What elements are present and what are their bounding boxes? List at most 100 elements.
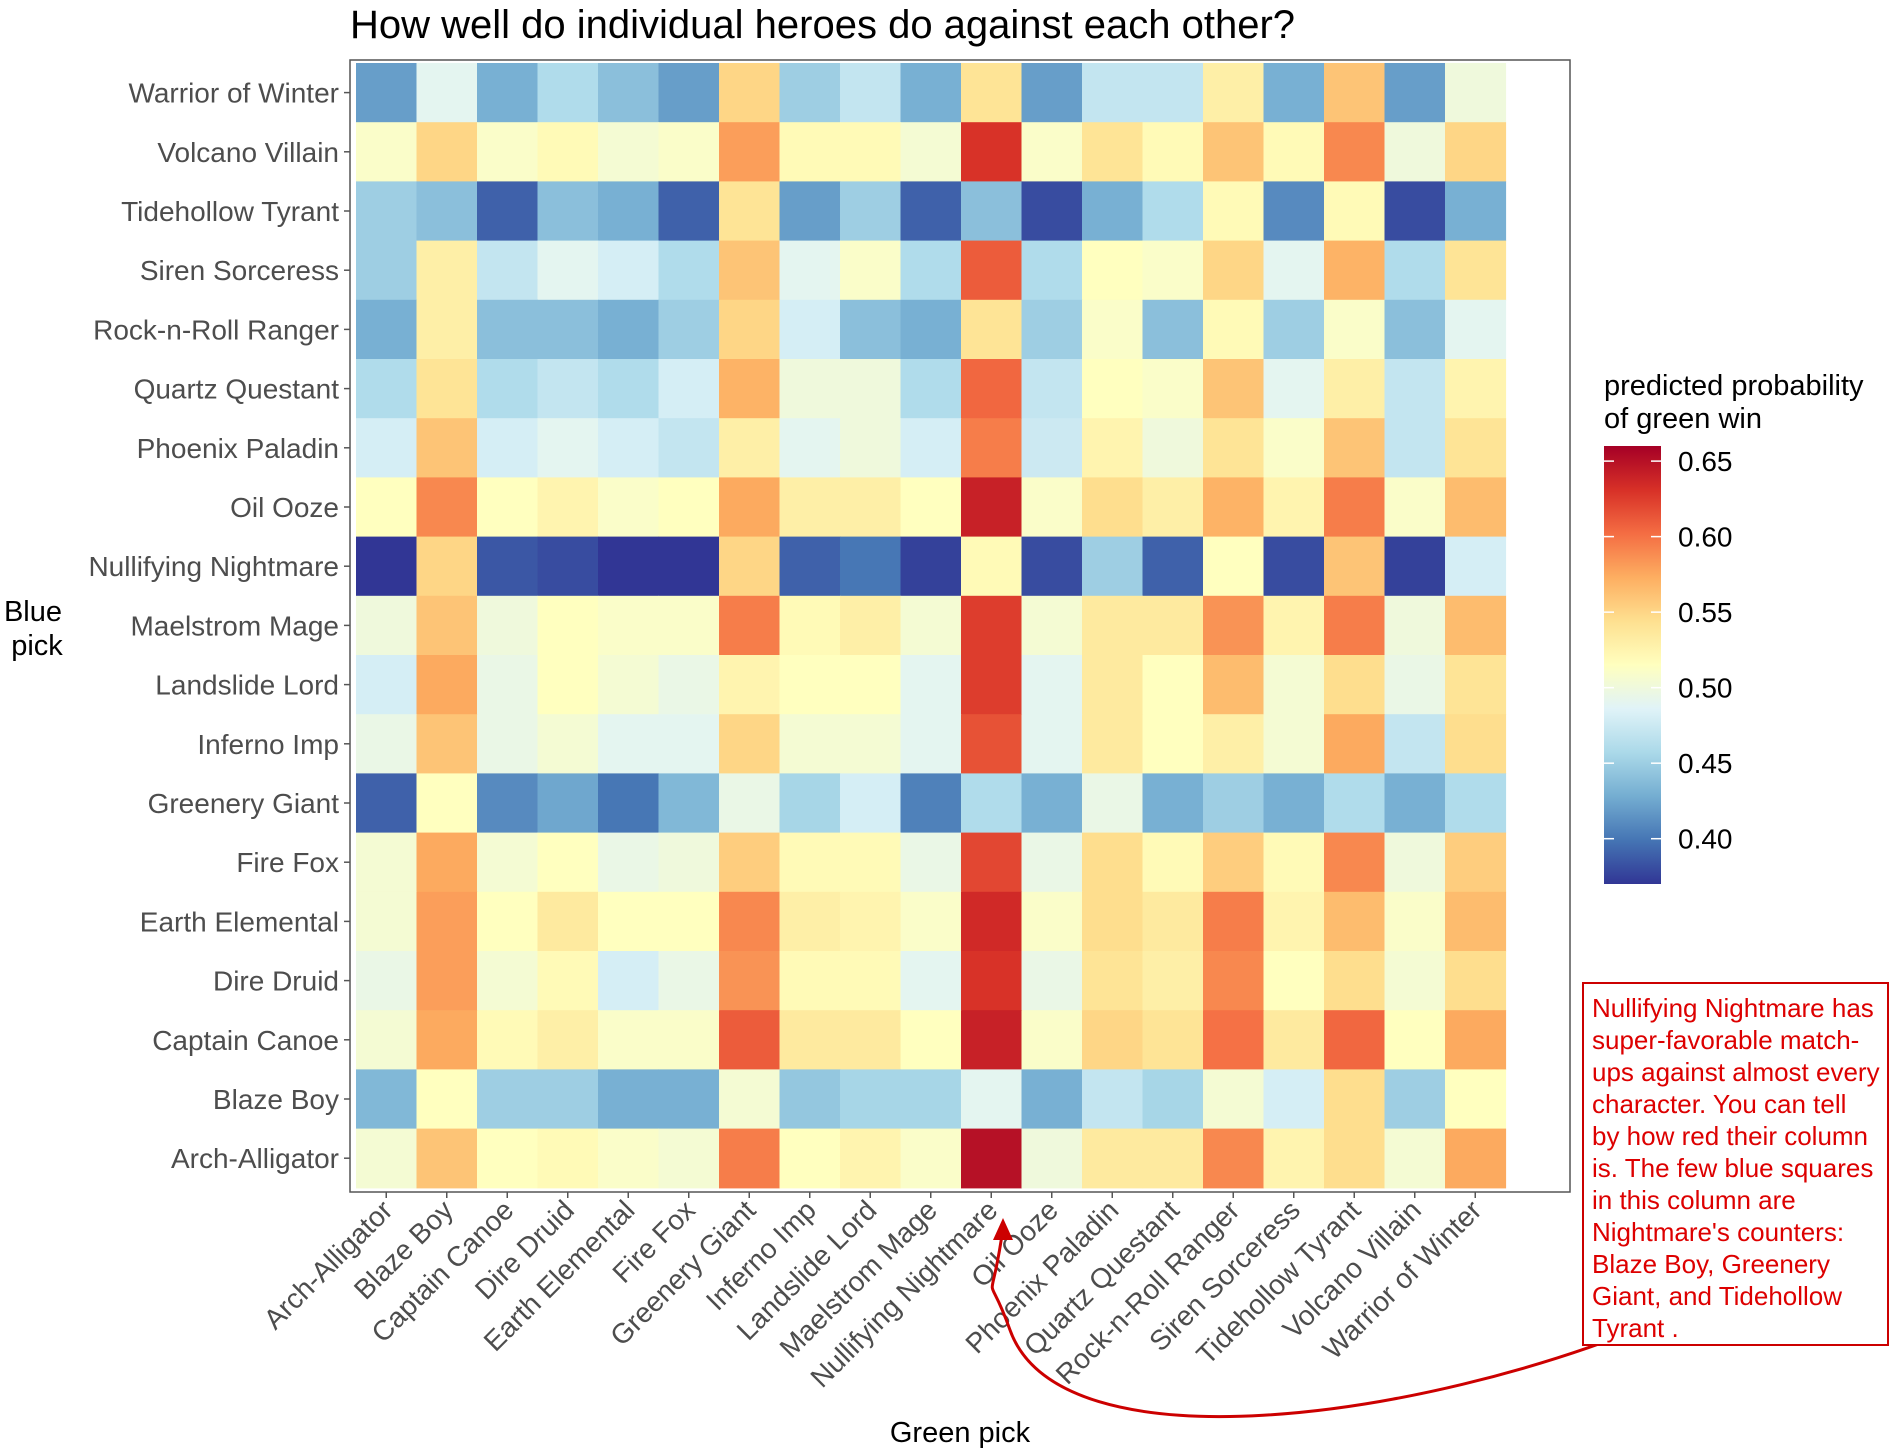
heatmap-cell — [1445, 891, 1507, 952]
heatmap-cell — [1021, 240, 1083, 301]
heatmap-cell — [658, 477, 720, 538]
heatmap-cell — [1263, 477, 1325, 538]
heatmap-cell — [1203, 240, 1265, 301]
heatmap-cell — [658, 240, 720, 301]
heatmap-cell — [840, 418, 902, 478]
heatmap-cell — [477, 418, 539, 478]
heatmap-cell — [1324, 655, 1386, 715]
heatmap-cell — [658, 595, 720, 656]
heatmap-cell — [1324, 536, 1386, 597]
heatmap-cell — [779, 122, 841, 182]
heatmap-cell — [779, 477, 841, 538]
heatmap-cell — [356, 655, 418, 715]
y-tick-label: Oil Ooze — [230, 492, 339, 523]
heatmap-cell — [1142, 832, 1204, 893]
heatmap-cell — [658, 832, 720, 893]
heatmap-cell — [1021, 359, 1083, 419]
heatmap-cell — [416, 477, 478, 538]
heatmap-cell — [779, 1128, 841, 1189]
heatmap-cell — [537, 832, 599, 893]
chart-title: How well do individual heroes do against… — [350, 3, 1295, 47]
heatmap-cell — [1445, 595, 1507, 656]
heatmap-cell — [658, 951, 720, 1011]
colorbar-legend: predicted probability of green win 0.400… — [1604, 370, 1864, 884]
colorbar-ticks: 0.40 0.45 0.50 0.55 0.60 0.65 — [1604, 446, 1733, 855]
heatmap-cell — [1082, 122, 1144, 182]
heatmap-cell — [840, 595, 902, 656]
heatmap-cell — [840, 1128, 902, 1189]
heatmap-cell — [356, 714, 418, 774]
heatmap-cell — [1142, 655, 1204, 715]
heatmap-cell — [900, 655, 962, 715]
heatmap-cell — [598, 1069, 660, 1130]
heatmap-cell — [961, 63, 1023, 123]
y-axis-title: Blue pick — [4, 596, 70, 662]
heatmap-cell — [1384, 1069, 1446, 1130]
heatmap-cell — [840, 477, 902, 538]
heatmap-cell — [900, 477, 962, 538]
heatmap-cell — [1082, 595, 1144, 656]
heatmap-cell — [1263, 951, 1325, 1011]
heatmap-cell — [900, 418, 962, 478]
heatmap-cell — [598, 477, 660, 538]
heatmap-cell — [477, 1010, 539, 1070]
heatmap-cell — [840, 359, 902, 419]
heatmap-cell — [1263, 122, 1325, 182]
heatmap-cell — [477, 655, 539, 715]
heatmap-cell — [1082, 477, 1144, 538]
heatmap-cell — [1142, 773, 1204, 834]
heatmap-cell — [477, 1069, 539, 1130]
heatmap-cell — [477, 299, 539, 360]
heatmap-cell — [537, 773, 599, 834]
heatmap-cell — [658, 655, 720, 715]
heatmap-cell — [537, 1128, 599, 1189]
heatmap-cell — [779, 1069, 841, 1130]
heatmap-cell — [477, 181, 539, 242]
colorbar-gradient — [1604, 446, 1661, 884]
heatmap-cell — [900, 773, 962, 834]
heatmap-cell — [719, 477, 781, 538]
heatmap-cell — [416, 240, 478, 301]
heatmap-cell — [840, 63, 902, 123]
heatmap-cell — [1324, 299, 1386, 360]
heatmap-cell — [719, 595, 781, 656]
heatmap-cell — [598, 595, 660, 656]
colorbar-tick-label: 0.45 — [1678, 748, 1733, 779]
y-tick-label: Warrior of Winter — [128, 78, 339, 109]
y-tick-label: Arch-Alligator — [171, 1143, 339, 1174]
heatmap-cell — [961, 832, 1023, 893]
heatmap-cell — [416, 655, 478, 715]
heatmap-cell — [840, 951, 902, 1011]
heatmap-cell — [719, 714, 781, 774]
heatmap-cell — [900, 63, 962, 123]
heatmap-cell — [537, 655, 599, 715]
heatmap-cell — [1445, 1128, 1507, 1189]
heatmap-cell — [1324, 1069, 1386, 1130]
colorbar-title-line-1: predicted probability — [1604, 370, 1864, 402]
heatmap-cell — [1142, 122, 1204, 182]
heatmap-cell — [1263, 773, 1325, 834]
heatmap-cell — [1021, 418, 1083, 478]
heatmap-cell — [1082, 240, 1144, 301]
heatmap-cell — [598, 951, 660, 1011]
heatmap-cell — [537, 891, 599, 952]
heatmap-cell — [356, 477, 418, 538]
heatmap-cell — [416, 1069, 478, 1130]
heatmap-cell — [1203, 1128, 1265, 1189]
heatmap-cell — [840, 299, 902, 360]
heatmap-cell — [900, 299, 962, 360]
heatmap-cell — [1324, 240, 1386, 301]
heatmap-cell — [961, 655, 1023, 715]
heatmap-cell — [598, 536, 660, 597]
heatmap-cell — [658, 122, 720, 182]
heatmap-cell — [719, 536, 781, 597]
heatmap-cell — [840, 1010, 902, 1070]
heatmap-cell — [1324, 951, 1386, 1011]
heatmap-cell — [1263, 1128, 1325, 1189]
y-tick-label: Phoenix Paladin — [137, 433, 339, 464]
heatmap-cell — [1203, 1069, 1265, 1130]
heatmap-cell — [416, 63, 478, 123]
heatmap-cell — [598, 63, 660, 123]
heatmap-cell — [1263, 299, 1325, 360]
